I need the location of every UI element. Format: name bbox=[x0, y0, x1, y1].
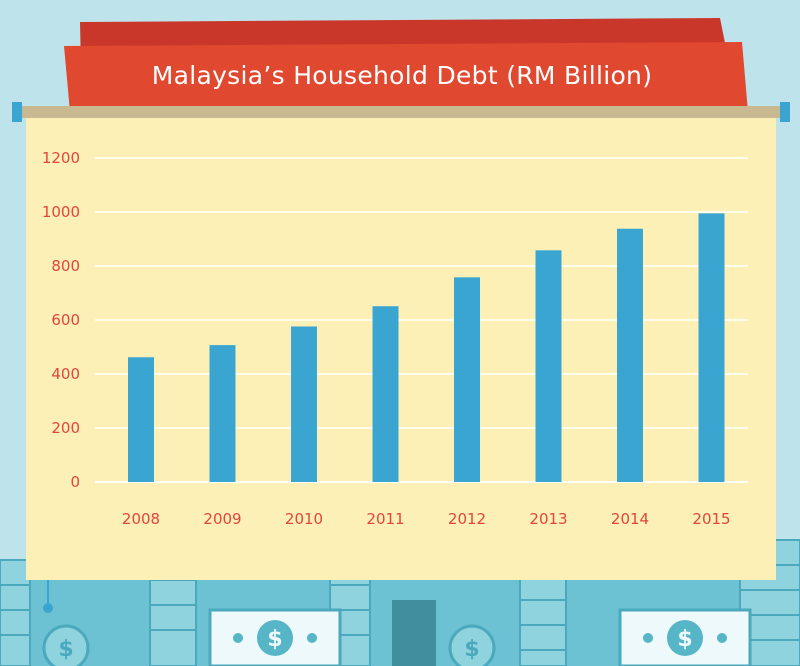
y-tick-label: 400 bbox=[51, 365, 80, 383]
title-banner bbox=[64, 18, 748, 112]
y-tick-label: 1200 bbox=[42, 149, 80, 167]
bar-2014 bbox=[617, 228, 643, 482]
bar-2010 bbox=[291, 326, 317, 482]
bar-2009 bbox=[209, 345, 236, 482]
dollar-coin-icon: $ bbox=[448, 624, 496, 666]
chart-title: Malaysia’s Household Debt (RM Billion) bbox=[151, 60, 653, 90]
x-tick-label: 2013 bbox=[529, 510, 567, 528]
y-tick-label: 600 bbox=[51, 311, 80, 329]
dollar-bill-icon: $ bbox=[618, 608, 752, 666]
bar-2011 bbox=[372, 306, 399, 482]
money-pile: $ $ $ $ bbox=[0, 539, 800, 666]
dollar-coin-icon: $ bbox=[42, 624, 90, 666]
bar-2013 bbox=[535, 250, 562, 482]
x-axis-ticks: 2008 2009 2010 2011 2012 2013 2014 2015 bbox=[122, 510, 731, 528]
chart-board bbox=[12, 102, 790, 613]
bar-2008 bbox=[128, 357, 154, 482]
bar-2015 bbox=[698, 213, 725, 482]
x-tick-label: 2009 bbox=[203, 510, 241, 528]
y-tick-label: 0 bbox=[70, 473, 80, 491]
svg-text:$: $ bbox=[58, 637, 73, 662]
svg-text:$: $ bbox=[267, 627, 282, 652]
bar-2012 bbox=[454, 277, 480, 482]
x-tick-label: 2012 bbox=[448, 510, 486, 528]
x-tick-label: 2015 bbox=[692, 510, 730, 528]
dollar-bill-icon: $ bbox=[208, 608, 342, 666]
bars bbox=[128, 213, 725, 482]
x-tick-label: 2011 bbox=[366, 510, 404, 528]
y-tick-label: 200 bbox=[51, 419, 80, 437]
svg-text:$: $ bbox=[677, 627, 692, 652]
y-tick-label: 1000 bbox=[42, 203, 80, 221]
x-tick-label: 2014 bbox=[611, 510, 649, 528]
svg-text:$: $ bbox=[464, 637, 479, 662]
y-tick-label: 800 bbox=[51, 257, 80, 275]
x-tick-label: 2010 bbox=[285, 510, 323, 528]
x-tick-label: 2008 bbox=[122, 510, 160, 528]
y-axis-ticks: 0 200 400 600 800 1000 1200 bbox=[42, 149, 80, 491]
